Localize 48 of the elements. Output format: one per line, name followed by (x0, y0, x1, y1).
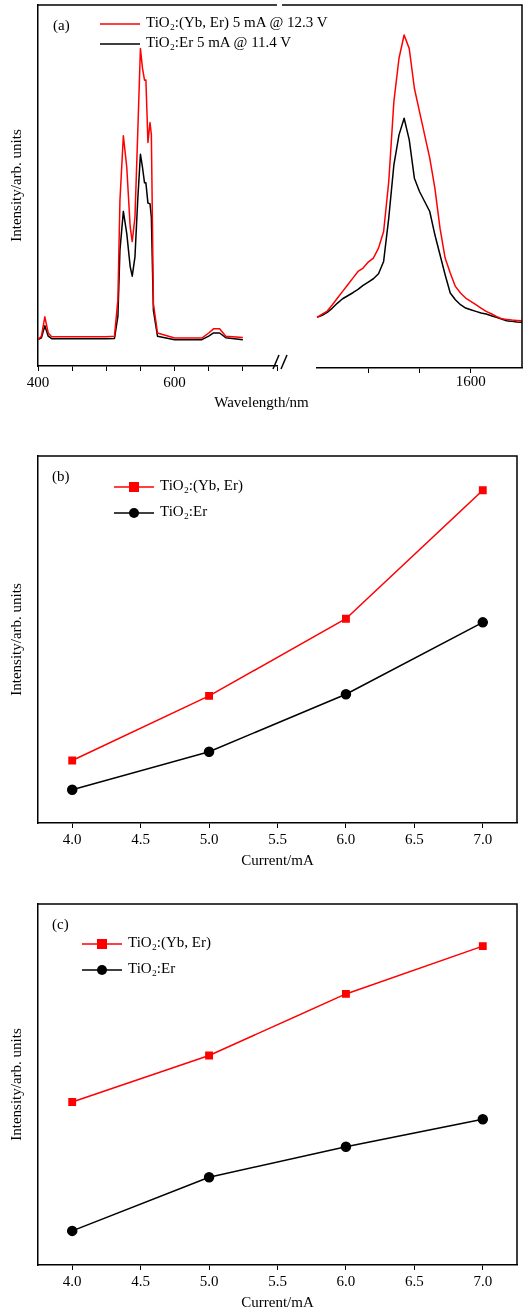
point (66, 784, 78, 795)
x-tick-label: 5.0 (199, 830, 219, 847)
point (478, 942, 487, 951)
point (205, 1051, 213, 1060)
x-tick-label: 7.0 (473, 830, 493, 847)
x-tick-label: 400 (26, 373, 50, 390)
point (342, 990, 350, 998)
y-axis-title: Intensity/arb. units (7, 1028, 24, 1141)
x-axis-title: Current/mA (241, 1293, 314, 1310)
y-axis-title: Intensity/arb. units (7, 583, 24, 696)
x-tick-label: 4.5 (131, 1272, 151, 1289)
point (478, 486, 487, 495)
x-tick-label: 4.0 (62, 830, 82, 847)
point (477, 617, 489, 628)
point (68, 1098, 77, 1106)
point (203, 746, 215, 758)
point (340, 1141, 352, 1152)
x-tick-label: 5.0 (199, 1272, 219, 1289)
chart-title: (b) (52, 468, 70, 485)
point (68, 756, 77, 765)
point (477, 1114, 489, 1125)
chart-title: (c) (52, 916, 69, 933)
x-tick-label: 5.5 (268, 1272, 287, 1289)
text: 1600 (455, 373, 486, 390)
x-tick-label: 6.5 (404, 830, 424, 847)
x-tick-label: 4.0 (62, 1272, 82, 1289)
x-axis-title: Wavelength/nm (213, 394, 310, 411)
point (66, 1225, 78, 1237)
x-tick-label: 600 (163, 373, 186, 390)
point (203, 1172, 215, 1183)
legend-label: TiO₂:(Yb, Er) (128, 934, 212, 950)
legend-label: TiO₂:(Yb, Er) (160, 477, 244, 493)
x-tick-label: 4.5 (131, 830, 151, 847)
x-axis-title: Current/mA (241, 851, 314, 868)
y-axis-title: Intensity/arb. units (7, 129, 24, 242)
point (342, 614, 350, 623)
legend-label: TiO₂:Er (160, 503, 208, 519)
point (205, 691, 213, 700)
x-tick-label: 6.0 (336, 830, 356, 847)
point (340, 688, 352, 700)
x-tick-label: 6.0 (336, 1272, 356, 1289)
chart-title: (a) (53, 17, 70, 34)
legend-label: TiO₂:Er 5 mA @ 11.4 V (146, 34, 292, 50)
legend-label: TiO₂:Er (128, 960, 176, 976)
x-tick-label: 6.5 (404, 1272, 424, 1289)
legend-label: TiO₂:(Yb, Er) 5 mA @ 12.3 V (146, 14, 328, 30)
x-tick-label: 7.0 (473, 1272, 493, 1289)
x-tick-label: 5.5 (268, 830, 287, 847)
